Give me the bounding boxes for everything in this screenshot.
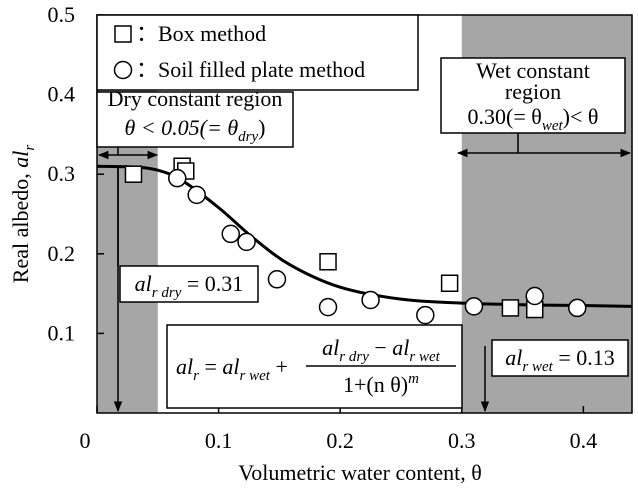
y-tick-label: 0.2 bbox=[48, 241, 76, 266]
annotation-text: 0.30(= θwet)< θ bbox=[468, 104, 599, 134]
x-tick-label: 0.1 bbox=[205, 428, 233, 453]
square-marker bbox=[124, 165, 143, 183]
text-part: al bbox=[222, 354, 239, 379]
y-axis-label: Real albedo, alr bbox=[8, 145, 38, 284]
legend: ：Box method ：Soil filled plate method bbox=[96, 14, 419, 91]
annotation-box bbox=[119, 265, 259, 303]
formula-text: alr dry − alr wet bbox=[322, 335, 441, 365]
text-part: al bbox=[8, 151, 33, 168]
text-part: − bbox=[369, 335, 392, 360]
circle-marker bbox=[318, 297, 338, 317]
y-tick-label: 0.1 bbox=[48, 320, 76, 345]
annotation-text: alr dry = 0.31 bbox=[135, 271, 244, 301]
circle-marker bbox=[416, 305, 435, 325]
text-part: Real albedo, bbox=[8, 168, 33, 283]
y-tick-label: 0.3 bbox=[48, 161, 76, 186]
text-part: al bbox=[392, 335, 409, 360]
text-part: = 0.31 bbox=[181, 271, 243, 296]
annotation-box bbox=[96, 91, 294, 148]
text-part: al bbox=[505, 345, 522, 370]
legend-swatch bbox=[113, 60, 133, 80]
text-part: m bbox=[408, 371, 419, 387]
text-part: dry bbox=[238, 129, 258, 145]
text-part: r wet bbox=[522, 359, 553, 375]
annotation-text: θ < 0.05(= θdry) bbox=[125, 115, 266, 145]
formula-text: 1+(n θ)m bbox=[343, 371, 419, 397]
circle-marker bbox=[187, 185, 206, 205]
x-tick-label: 0 bbox=[80, 428, 91, 453]
square-marker bbox=[440, 274, 459, 293]
text-part: = 0.13 bbox=[553, 345, 615, 370]
annotation-box bbox=[440, 57, 626, 134]
circle-marker bbox=[237, 232, 256, 252]
text-part: Wet constant bbox=[476, 58, 590, 83]
square-marker bbox=[501, 299, 520, 317]
circle-marker bbox=[267, 270, 287, 289]
text-part: 1+(n θ) bbox=[343, 372, 408, 397]
circle-marker bbox=[525, 286, 544, 306]
text-part: Dry constant region bbox=[108, 86, 283, 111]
annotation-text: region bbox=[505, 79, 561, 104]
text-part: wet bbox=[542, 118, 564, 134]
circle-marker bbox=[568, 298, 587, 318]
circle-marker bbox=[361, 290, 380, 310]
x-tick-label: 0.4 bbox=[570, 428, 598, 453]
text-part: r wet bbox=[240, 368, 271, 384]
text-part: Volumetric water content, θ bbox=[238, 460, 482, 485]
text-part: r bbox=[22, 145, 38, 151]
formula-text: alr = alr wet + bbox=[176, 354, 288, 384]
text-part: = bbox=[199, 354, 222, 379]
annotation-text: alr wet = 0.13 bbox=[505, 345, 614, 375]
text-part: r dry bbox=[152, 285, 182, 301]
text-part: + bbox=[270, 354, 288, 379]
y-tick-label: 0.5 bbox=[48, 2, 76, 27]
x-tick-label: 0.2 bbox=[326, 428, 354, 453]
legend-label: ：Soil filled plate method bbox=[136, 57, 365, 82]
text-part: region bbox=[505, 79, 561, 104]
fit-curve bbox=[96, 164, 633, 308]
x-axis-label: Volumetric water content, θ bbox=[238, 460, 482, 485]
text-part: al bbox=[135, 271, 152, 296]
legend-box bbox=[96, 14, 419, 91]
x-tick-label: 0.3 bbox=[448, 428, 476, 453]
y-tick-label: 0.4 bbox=[48, 82, 76, 107]
text-part: r dry bbox=[339, 349, 369, 365]
square-marker bbox=[319, 253, 337, 271]
annotation-text: Wet constant bbox=[476, 58, 590, 83]
text-part: )< θ bbox=[563, 104, 599, 129]
circle-marker bbox=[464, 297, 484, 316]
text-part: θ < 0.05(= θ bbox=[125, 115, 239, 140]
legend-label: ：Box method bbox=[136, 21, 266, 46]
text-part: ) bbox=[258, 115, 265, 140]
text-part: al bbox=[322, 335, 339, 360]
text-part: 0.30(= θ bbox=[468, 104, 542, 129]
text-part: al bbox=[176, 354, 193, 379]
legend-swatch bbox=[114, 25, 132, 43]
circle-marker bbox=[168, 168, 187, 188]
annotation-box bbox=[491, 339, 629, 377]
text-part: r wet bbox=[409, 349, 440, 365]
annotation-text: Dry constant region bbox=[108, 86, 283, 111]
circle-marker bbox=[221, 224, 240, 244]
text-part: r bbox=[193, 368, 199, 384]
